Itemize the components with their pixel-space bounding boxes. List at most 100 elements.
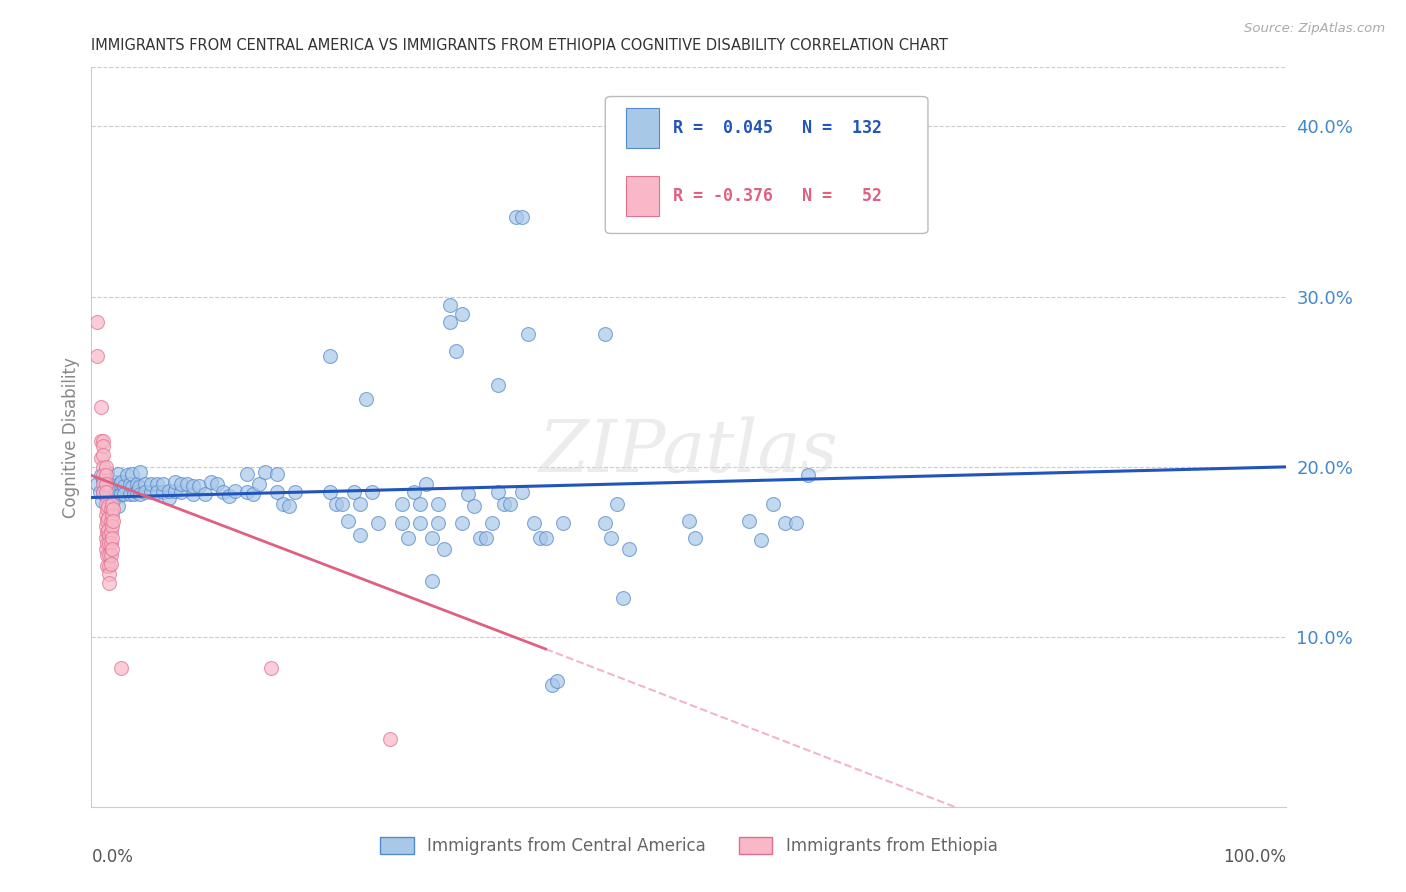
Point [157, 491, 180, 505]
Point [271, 497, 294, 511]
Point [94, 519, 117, 533]
Point [266, 485, 288, 500]
Point [415, 476, 437, 491]
Point [101, 494, 124, 508]
Point [93, 448, 114, 462]
Point [349, 528, 371, 542]
Point [325, 497, 347, 511]
Point [259, 661, 281, 675]
Point [396, 532, 419, 546]
Point [94, 485, 117, 500]
Point [101, 514, 124, 528]
Point [121, 467, 143, 481]
Point [100, 502, 122, 516]
Text: 100.0%: 100.0% [1223, 848, 1286, 866]
Point [98, 567, 121, 582]
Point [540, 678, 562, 692]
Point [93, 474, 114, 488]
Point [90, 401, 112, 415]
Point [93, 476, 114, 491]
Text: 0.0%: 0.0% [91, 848, 134, 866]
Point [94, 508, 117, 522]
Point [600, 532, 623, 546]
Point [94, 489, 117, 503]
Point [439, 315, 461, 329]
FancyBboxPatch shape [605, 96, 928, 234]
Point [391, 497, 413, 511]
Point [319, 485, 342, 500]
Point [391, 516, 413, 530]
Point [124, 487, 146, 501]
Point [773, 516, 796, 530]
Point [100, 524, 122, 539]
Point [474, 532, 498, 546]
Point [141, 476, 162, 491]
Point [354, 392, 377, 406]
Point [141, 485, 162, 500]
Point [125, 476, 148, 491]
Point [100, 508, 122, 522]
Point [426, 516, 449, 530]
Point [420, 532, 443, 546]
Point [121, 480, 143, 494]
Point [93, 485, 114, 500]
Point [94, 541, 117, 556]
Point [100, 536, 122, 550]
Point [94, 459, 117, 474]
Point [112, 478, 135, 492]
Point [110, 661, 132, 675]
Point [97, 523, 120, 537]
Point [785, 516, 807, 530]
Point [94, 497, 117, 511]
Point [211, 485, 233, 500]
Point [593, 516, 616, 530]
Text: IMMIGRANTS FROM CENTRAL AMERICA VS IMMIGRANTS FROM ETHIOPIA COGNITIVE DISABILITY: IMMIGRANTS FROM CENTRAL AMERICA VS IMMIG… [91, 38, 948, 54]
Point [134, 476, 156, 491]
Point [100, 549, 122, 563]
Point [86, 476, 108, 491]
Point [100, 514, 122, 528]
Point [98, 549, 121, 563]
Point [332, 497, 354, 511]
Point [90, 451, 112, 466]
Point [361, 485, 384, 500]
Point [181, 487, 204, 501]
Point [90, 468, 112, 483]
Point [94, 468, 117, 483]
Point [619, 541, 641, 556]
Point [505, 210, 527, 224]
Point [98, 497, 121, 511]
Point [433, 541, 456, 556]
Point [486, 485, 509, 500]
Point [96, 549, 118, 563]
Point [761, 497, 783, 511]
Point [115, 468, 138, 483]
Point [194, 487, 217, 501]
Point [98, 476, 121, 491]
Point [93, 459, 114, 474]
Point [170, 485, 193, 500]
Point [266, 467, 288, 481]
Point [683, 532, 706, 546]
Text: N =   52: N = 52 [803, 187, 883, 205]
Point [378, 732, 402, 747]
Point [510, 210, 533, 224]
Point [163, 475, 186, 490]
Point [235, 467, 259, 481]
Point [101, 502, 124, 516]
Point [797, 468, 820, 483]
Point [253, 465, 276, 479]
Point [98, 528, 121, 542]
Point [284, 485, 307, 500]
Text: Source: ZipAtlas.com: Source: ZipAtlas.com [1244, 22, 1385, 36]
Point [110, 475, 132, 490]
Point [90, 434, 112, 449]
Point [100, 557, 122, 571]
Legend: Immigrants from Central America, Immigrants from Ethiopia: Immigrants from Central America, Immigra… [374, 830, 1004, 862]
Point [367, 516, 389, 530]
Point [134, 485, 156, 500]
Point [242, 487, 264, 501]
Point [205, 476, 228, 491]
Point [91, 494, 114, 508]
Point [409, 516, 432, 530]
